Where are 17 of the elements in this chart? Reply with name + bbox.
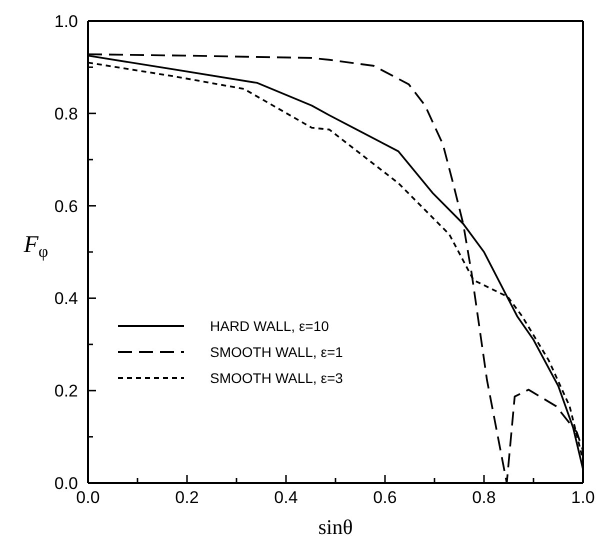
x-tick-label: 0.2 <box>175 488 199 507</box>
x-tick-label: 0.0 <box>76 488 100 507</box>
x-tick-label: 0.4 <box>274 488 298 507</box>
y-tick-label: 0.6 <box>54 196 78 216</box>
y-tick-label: 1.0 <box>54 12 78 31</box>
legend-label: HARD WALL, ε=10 <box>210 318 329 334</box>
y-tick-label: 0.4 <box>54 289 78 308</box>
legend-label: SMOOTH WALL, ε=1 <box>210 344 343 360</box>
y-tick-label: 0.8 <box>54 104 78 124</box>
x-tick-label: 0.6 <box>373 488 397 507</box>
x-tick-label: 0.8 <box>472 488 496 507</box>
legend-label: SMOOTH WALL, ε=3 <box>210 370 343 386</box>
y-tick-label: 0.0 <box>54 474 78 493</box>
y-tick-label: 0.2 <box>54 382 78 401</box>
y-axis-title: F$_{φ}$ <box>22 232 48 262</box>
x-axis-title: sinθ <box>318 515 353 539</box>
x-tick-label: 1.0 <box>571 488 595 507</box>
